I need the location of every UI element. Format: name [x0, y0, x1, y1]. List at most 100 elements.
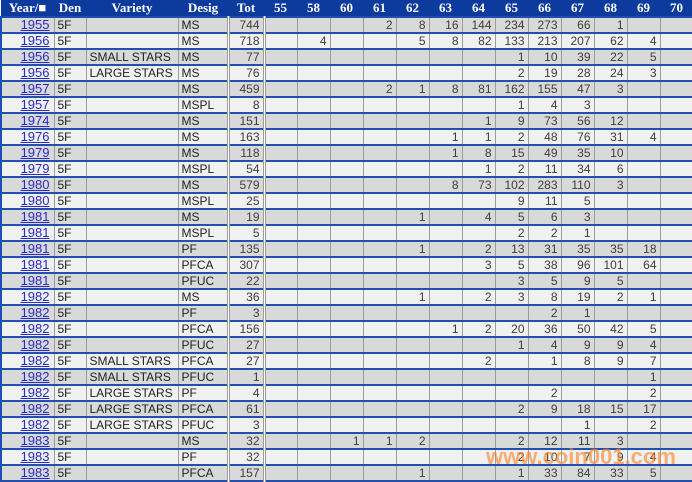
- mintage-cell-55: [264, 241, 298, 258]
- year-link[interactable]: 1979: [20, 161, 50, 176]
- year-link[interactable]: 1982: [20, 369, 50, 384]
- mintage-cell-60: [330, 289, 364, 306]
- year-link[interactable]: 1955: [20, 17, 50, 32]
- mintage-cell-68: 33: [594, 465, 628, 482]
- mintage-cell-65: [495, 417, 529, 434]
- mintage-cell-65: [495, 353, 529, 370]
- year-link[interactable]: 1983: [20, 465, 50, 480]
- mintage-cell-67: 3: [561, 97, 595, 114]
- year-link[interactable]: 1982: [20, 337, 50, 352]
- year-link[interactable]: 1981: [20, 257, 50, 272]
- mintage-cell-63: [429, 289, 463, 306]
- mintage-cell-69: [627, 17, 661, 34]
- den-cell: 5F: [54, 49, 87, 66]
- desig-cell: PF: [178, 385, 229, 402]
- mintage-cell-65: 162: [495, 81, 529, 98]
- mintage-cell-61: [363, 113, 397, 130]
- year-link[interactable]: 1976: [20, 129, 50, 144]
- mintage-cell-61: [363, 177, 397, 194]
- year-link[interactable]: 1974: [20, 113, 50, 128]
- mintage-cell-63: [429, 257, 463, 274]
- mintage-cell-68: 15: [594, 401, 628, 418]
- mintage-cell-70: [660, 17, 692, 34]
- table-row: 1976 5F MS 163 1 1 2 48 76 31 4: [0, 129, 692, 146]
- mintage-cell-63: [429, 225, 463, 242]
- year-link[interactable]: 1981: [20, 241, 50, 256]
- mintage-cell-68: [594, 209, 628, 226]
- mintage-cell-69: [627, 305, 661, 322]
- year-cell: 1979: [0, 145, 55, 162]
- variety-cell: [86, 225, 179, 242]
- year-cell: 1980: [0, 193, 55, 210]
- year-link[interactable]: 1982: [20, 321, 50, 336]
- total-cell: 118: [226, 145, 266, 162]
- mintage-cell-58: [297, 145, 331, 162]
- year-cell: 1982: [0, 289, 55, 306]
- year-link[interactable]: 1956: [20, 65, 50, 80]
- mintage-cell-60: [330, 33, 364, 50]
- year-link[interactable]: 1982: [20, 385, 50, 400]
- den-cell: 5F: [54, 273, 87, 290]
- mintage-cell-55: [264, 65, 298, 82]
- mintage-cell-58: [297, 385, 331, 402]
- year-link[interactable]: 1981: [20, 209, 50, 224]
- total-cell: 76: [226, 65, 266, 82]
- variety-cell: LARGE STARS: [86, 417, 179, 434]
- total-cell: 32: [226, 433, 266, 450]
- year-cell: 1982: [0, 337, 55, 354]
- mintage-cell-64: 82: [462, 33, 496, 50]
- mintage-cell-61: [363, 353, 397, 370]
- year-link[interactable]: 1983: [20, 449, 50, 464]
- mintage-cell-64: 144: [462, 17, 496, 34]
- year-cell: 1982: [0, 385, 55, 402]
- year-link[interactable]: 1981: [20, 225, 50, 240]
- den-cell: 5F: [54, 385, 87, 402]
- mintage-cell-62: [396, 305, 430, 322]
- mintage-cell-66: [528, 369, 562, 386]
- mintage-cell-58: [297, 433, 331, 450]
- variety-cell: [86, 449, 179, 466]
- mintage-cell-55: [264, 433, 298, 450]
- mintage-cell-63: [429, 337, 463, 354]
- mintage-cell-66: 8: [528, 289, 562, 306]
- column-header-63: 63: [429, 0, 462, 18]
- variety-cell: [86, 465, 179, 482]
- desig-cell: PFCA: [178, 353, 229, 370]
- variety-cell: [86, 97, 179, 114]
- year-cell: 1981: [0, 225, 55, 242]
- mintage-cell-62: [396, 449, 430, 466]
- year-link[interactable]: 1980: [20, 177, 50, 192]
- mintage-cell-61: [363, 257, 397, 274]
- year-link[interactable]: 1956: [20, 33, 50, 48]
- year-link[interactable]: 1957: [20, 81, 50, 96]
- year-link[interactable]: 1980: [20, 193, 50, 208]
- year-link[interactable]: 1982: [20, 417, 50, 432]
- mintage-cell-67: 1: [561, 305, 595, 322]
- mintage-cell-58: [297, 225, 331, 242]
- mintage-cell-60: [330, 465, 364, 482]
- year-link[interactable]: 1982: [20, 401, 50, 416]
- desig-cell: MS: [178, 209, 229, 226]
- year-link[interactable]: 1982: [20, 353, 50, 368]
- den-cell: 5F: [54, 417, 87, 434]
- mintage-cell-65: 3: [495, 273, 529, 290]
- year-cell: 1980: [0, 177, 55, 194]
- year-cell: 1982: [0, 417, 55, 434]
- mintage-cell-63: 1: [429, 145, 463, 162]
- year-link[interactable]: 1983: [20, 433, 50, 448]
- year-link[interactable]: 1957: [20, 97, 50, 112]
- year-link[interactable]: 1979: [20, 145, 50, 160]
- year-link[interactable]: 1956: [20, 49, 50, 64]
- mintage-cell-68: 9: [594, 337, 628, 354]
- year-link[interactable]: 1982: [20, 289, 50, 304]
- year-link[interactable]: 1981: [20, 273, 50, 288]
- mintage-cell-61: [363, 385, 397, 402]
- den-cell: 5F: [54, 177, 87, 194]
- mintage-cell-55: [264, 113, 298, 130]
- total-cell: 1: [226, 369, 266, 386]
- mintage-cell-61: [363, 321, 397, 338]
- year-link[interactable]: 1982: [20, 305, 50, 320]
- mintage-cell-61: [363, 289, 397, 306]
- desig-cell: MS: [178, 17, 229, 34]
- mintage-cell-66: 9: [528, 401, 562, 418]
